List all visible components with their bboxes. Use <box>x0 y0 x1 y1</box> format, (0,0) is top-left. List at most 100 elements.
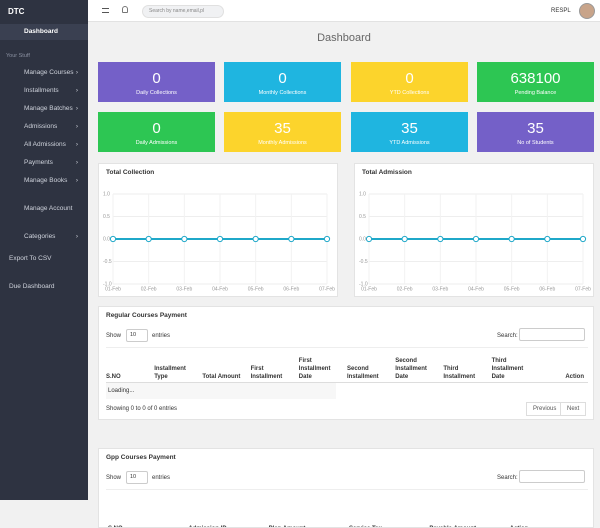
column-header[interactable]: Action <box>565 374 584 380</box>
search-box[interactable]: Search by name,email,pl <box>142 5 224 18</box>
arrow: › <box>75 159 78 166</box>
loading-row: Loading... <box>106 383 336 399</box>
arrow: › <box>75 69 78 76</box>
stat-value: 0 <box>278 70 287 87</box>
topbar: Search by name,email,pl RESPL <box>88 0 600 22</box>
column-header[interactable]: Installment Type <box>154 366 186 380</box>
point <box>437 235 444 243</box>
stat-card: 638100 Pending Balance <box>477 62 594 102</box>
column-header[interactable]: Second Installment <box>347 366 379 380</box>
column-header[interactable]: Payable Amount <box>429 519 505 527</box>
stat-label: YTD Admissions <box>389 140 430 146</box>
arrow: › <box>75 233 78 240</box>
avatar[interactable] <box>579 3 595 19</box>
point <box>181 235 188 243</box>
stat-card: 0 Daily Collections <box>98 62 215 102</box>
menu-item[interactable]: Export To CSV <box>9 255 52 262</box>
x-tick-label: 03-Feb <box>432 286 448 292</box>
y-tick-label: -0.5 <box>359 259 368 265</box>
arrow: › <box>75 177 78 184</box>
column-header[interactable]: Action <box>510 519 586 527</box>
x-tick-label: 01-Feb <box>105 286 121 292</box>
stat-label: Monthly Admissions <box>258 140 307 146</box>
column-header[interactable]: S.NO <box>108 519 184 527</box>
length-select[interactable]: 10 <box>126 329 148 342</box>
length-select[interactable]: 10 <box>126 471 148 484</box>
column-header[interactable]: Service Tax <box>349 519 425 527</box>
x-tick-label: 02-Feb <box>141 286 157 292</box>
menu-item[interactable]: Installments › <box>0 83 88 99</box>
chart: 1.0 0.5 0.0 -0.5 -1.001-Feb 02-Feb 03-Feb 04-Fe… <box>103 191 335 292</box>
column-header[interactable]: Admission ID <box>188 519 264 527</box>
menu-item[interactable]: Manage Courses › <box>0 65 88 81</box>
y-tick-label: -1.0 <box>103 281 112 287</box>
menu-label: All Admissions <box>24 141 66 148</box>
entries-label: entries <box>152 333 171 339</box>
point <box>216 235 224 243</box>
stat-card: 0 YTD Collections <box>351 62 468 102</box>
table-panel: Regular Courses Payment Show 10 entries Sear… <box>98 306 594 420</box>
point <box>508 235 515 243</box>
prev-button[interactable]: Previous <box>526 402 564 416</box>
menu-item[interactable]: Admissions › <box>0 119 88 135</box>
search-input[interactable] <box>519 470 585 483</box>
column-header[interactable]: S.NO <box>106 374 121 380</box>
x-tick-label: 05-Feb <box>248 286 264 292</box>
user-icon[interactable] <box>122 6 128 13</box>
y-tick-label: 1.0 <box>359 191 366 197</box>
y-tick-label: -1.0 <box>359 281 368 287</box>
next-button[interactable]: Next <box>560 402 587 416</box>
column-header[interactable]: Third Installment <box>443 366 476 380</box>
chart: 1.0 0.5 0.0 -0.5 -1.001-Feb 02-Feb 03-Feb 04-Fe… <box>359 191 591 292</box>
menu-active[interactable]: Dashboard <box>0 24 88 40</box>
stat-card: 0 Daily Admissions <box>98 112 215 152</box>
column-header[interactable]: First Installment <box>250 366 283 380</box>
column-header[interactable]: Plan Amount <box>269 519 345 527</box>
section-label: Your Stuff <box>6 53 30 59</box>
menu-item[interactable]: All Admissions › <box>0 137 88 153</box>
x-tick-label: 01-Feb <box>361 286 377 292</box>
menu-label: Manage Courses <box>24 69 74 76</box>
stat-value: 0 <box>152 70 161 87</box>
stat-label: Daily Collections <box>136 90 177 96</box>
menu-label: Admissions <box>24 123 58 130</box>
point <box>109 235 117 243</box>
menu-item[interactable]: Payments › <box>0 155 88 171</box>
stat-label: Pending Balance <box>514 90 557 96</box>
column-header[interactable]: First Installment Date <box>298 358 331 380</box>
menu-item[interactable]: Manage Books › <box>0 173 88 189</box>
entries-label: entries <box>152 475 171 481</box>
menu-label: Manage Batches <box>24 105 73 112</box>
stat-label: Monthly Collections <box>258 90 307 96</box>
y-tick-label: 0.5 <box>359 214 366 220</box>
search-label: Search: <box>497 475 518 481</box>
stat-value: 35 <box>274 120 291 137</box>
x-tick-label: 04-Feb <box>212 286 228 292</box>
table-title: Regular Courses Payment <box>106 312 187 319</box>
search-input[interactable] <box>519 328 585 341</box>
x-tick-label: 06-Feb <box>539 286 555 292</box>
stat-card: 0 Monthly Collections <box>224 62 341 102</box>
stat-label: Daily Admissions <box>135 140 178 146</box>
menu-item[interactable]: Manage Batches › <box>0 101 88 117</box>
menu-item[interactable]: Categories › <box>0 229 88 245</box>
arrow: › <box>75 105 78 112</box>
menu-item[interactable]: Manage Account <box>24 205 73 212</box>
column-header[interactable]: Total Amount <box>202 374 241 380</box>
point <box>288 235 295 243</box>
chart-title: Total Collection <box>106 169 155 176</box>
menu-label: Manage Books <box>24 177 68 184</box>
y-tick-label: 0.0 <box>103 236 110 242</box>
column-header[interactable]: Second Installment Date <box>395 358 427 380</box>
column-header[interactable]: Third Installment Date <box>491 358 524 380</box>
point <box>252 235 259 243</box>
menu-item[interactable]: Due Dashboard <box>9 283 55 290</box>
menu-icon[interactable] <box>102 8 109 13</box>
header-rule <box>106 347 588 348</box>
x-tick-label: 03-Feb <box>176 286 192 292</box>
x-tick-label: 06-Feb <box>283 286 299 292</box>
point <box>401 235 408 243</box>
stat-card: 35 YTD Admissions <box>351 112 468 152</box>
user-name[interactable]: RESPL <box>551 8 571 14</box>
